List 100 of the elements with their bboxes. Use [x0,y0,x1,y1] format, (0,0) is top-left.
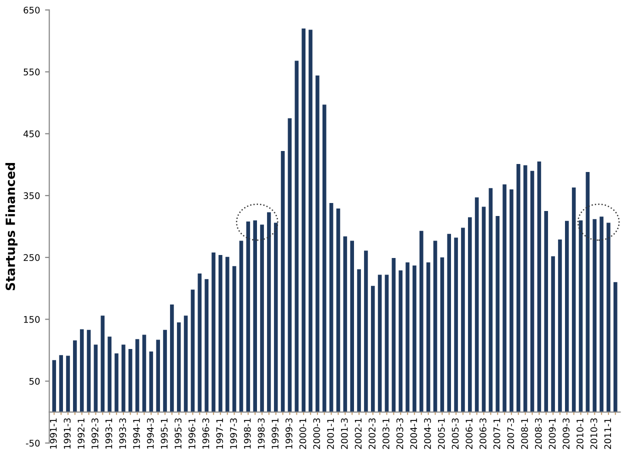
bar [564,220,569,412]
x-tick-label: 2003-3 [396,418,404,449]
bar [406,262,410,412]
bar [336,208,340,412]
x-tick-label: 1993-1 [105,418,112,449]
x-tick-label: 1995-3 [174,418,182,449]
bar [537,162,542,412]
bar [523,165,528,412]
x-tick-label: 2005-1 [438,418,445,449]
x-tick-label: 2002-3 [368,418,376,449]
bar [274,222,278,412]
bar [544,211,548,412]
bar [384,274,389,412]
y-tick-label: 450 [23,130,40,138]
bar [572,188,576,412]
bar [184,316,188,412]
y-tick-label: 50 [29,378,40,385]
x-tick-label: 2005-3 [452,418,459,449]
bar [329,202,334,412]
x-tick-label: 2001-3 [340,418,348,449]
x-tick-label: 1999-3 [286,418,292,449]
x-tick-label: 2010-1 [576,418,584,449]
y-tick-label: 650 [24,6,40,14]
bar [614,282,618,412]
bar [592,219,597,412]
bar [600,216,604,412]
bar [156,340,160,412]
bar [100,316,105,412]
bar [426,262,430,412]
bar [516,164,520,412]
bar [267,212,271,412]
bar [212,252,216,412]
bar [198,274,202,412]
bar [461,228,465,412]
bar [440,257,444,412]
bar [253,220,257,412]
bar [94,344,98,412]
x-tick-label: 2001-1 [327,418,334,449]
bar [52,360,56,412]
x-tick-label: 2006-3 [480,418,486,449]
bar [86,330,91,412]
bar [510,189,514,412]
bar [108,336,112,412]
x-tick-label: 2000-3 [313,418,320,449]
x-tick-label: 2007-3 [507,418,514,449]
x-tick-label: 2000-1 [299,418,306,449]
bar [474,197,479,412]
y-tick-label: 350 [24,192,40,200]
bar [170,304,174,412]
bar [308,30,312,412]
bar [163,330,167,412]
bar [454,238,458,412]
x-tick-label: 1995-1 [160,418,168,449]
bar [364,250,368,412]
bar [280,151,285,412]
bar [586,172,590,412]
bar [294,60,299,412]
x-tick-label: 1992-3 [92,418,98,449]
bar [59,355,63,412]
bar [260,224,264,412]
bar [204,279,208,412]
x-tick-label: 2008-3 [534,418,542,449]
y-tick-label: 250 [24,254,40,261]
bar [316,76,320,412]
y-tick-label: 550 [24,68,40,76]
bar [302,28,306,412]
x-tick-label: 2011-1 [604,418,612,449]
bar [246,222,250,412]
bar [378,274,382,412]
bar [350,240,354,412]
y-tick-label: 150 [24,316,40,323]
bar [190,290,195,412]
y-axis-title: Startups Financed [5,163,18,290]
x-tick-label: 1998-3 [258,418,265,449]
bar [176,322,181,412]
x-tick-label: 1991-1 [50,418,57,449]
x-tick-label: 2008-1 [521,418,528,449]
x-tick-label: 2004-3 [424,418,431,449]
bar [447,234,452,412]
bar [142,334,146,412]
bar [357,269,361,412]
x-tick-label: 2009-1 [548,418,556,449]
x-tick-label: 2007-1 [493,418,500,449]
x-tick-label: 1991-3 [64,418,71,449]
x-tick-label: 2003-1 [382,418,390,449]
bar [135,339,140,412]
x-tick-label: 1994-3 [146,418,154,449]
bar [412,265,416,412]
bar [218,254,222,412]
y-tick-label: -50 [26,440,40,447]
x-tick-label: 2006-1 [466,418,473,449]
bar [80,329,84,412]
bar [468,217,472,412]
x-tick-label: 1996-3 [202,418,210,449]
bar [578,220,583,412]
bar [392,258,396,412]
bar [149,351,154,412]
bar [370,286,375,412]
x-tick-label: 1999-1 [272,418,278,449]
bar [551,256,555,412]
